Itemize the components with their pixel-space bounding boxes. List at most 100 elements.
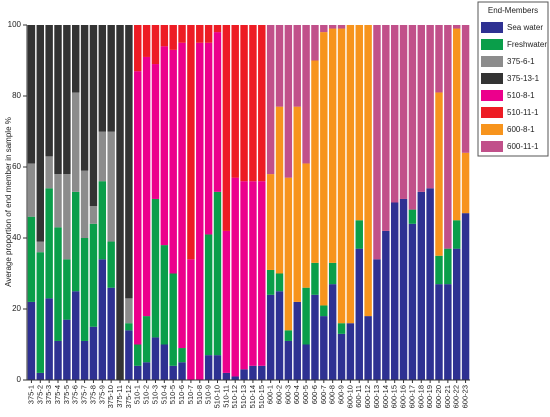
bar-segment <box>125 323 133 331</box>
bar-segment <box>222 372 231 380</box>
bar-segment <box>275 291 284 380</box>
bar-segment <box>284 330 293 341</box>
bar-segment <box>355 220 363 249</box>
bar-segment <box>346 323 355 380</box>
x-tick-label: 510-15 <box>257 385 266 408</box>
bar-segment <box>151 198 160 338</box>
bar-segment <box>196 42 204 380</box>
x-tick-label: 375-3 <box>44 385 53 404</box>
bar-segment <box>373 25 381 260</box>
x-tick-label: 600-13 <box>372 385 381 408</box>
bar-segment <box>390 25 399 203</box>
bar-segment <box>435 255 443 285</box>
bar-segment <box>311 25 319 61</box>
x-tick-label: 600-17 <box>407 385 416 408</box>
bar-segment <box>266 174 275 270</box>
legend-title: End-Members <box>488 6 538 15</box>
bar-segment <box>107 25 115 132</box>
bar-segment <box>213 355 222 380</box>
bar-segment <box>36 252 45 373</box>
x-tick-label: 510-2 <box>142 385 151 404</box>
bar-segment <box>204 355 213 380</box>
bar-segment <box>328 28 337 263</box>
legend-label: Sea water <box>507 23 543 32</box>
bar-segment <box>107 241 115 288</box>
bar-segment <box>89 326 98 380</box>
bar-segment <box>72 291 80 380</box>
bar-segment <box>311 60 319 263</box>
bar-segment <box>125 25 133 299</box>
bar-segment <box>337 333 346 380</box>
bar-segment <box>302 287 310 345</box>
bar-segment <box>426 25 434 189</box>
bar-segment <box>328 284 337 380</box>
bar-segment <box>142 316 151 363</box>
y-tick-label: 40 <box>12 233 21 242</box>
bar-segment <box>266 269 275 295</box>
bar-segment <box>275 25 284 107</box>
x-tick-label: 510-8 <box>195 385 204 404</box>
bar-segment <box>187 259 195 380</box>
bar-segment <box>27 216 36 302</box>
bar-segment <box>45 156 53 189</box>
x-tick-label: 510-7 <box>186 385 195 404</box>
x-tick-label: 510-1 <box>133 385 142 404</box>
bar-segment <box>293 106 301 302</box>
bar-segment <box>435 92 443 256</box>
bar-segment <box>355 248 363 380</box>
bar-segment <box>311 262 319 295</box>
x-tick-label: 600-19 <box>425 385 434 408</box>
bar-segment <box>125 298 133 324</box>
bar-segment <box>328 262 337 285</box>
bar-segment <box>240 25 248 182</box>
bar-segment <box>382 25 390 231</box>
bar-segment <box>240 181 248 370</box>
bar-segment <box>435 25 443 93</box>
bar-segment <box>160 344 169 380</box>
x-tick-label: 600-1 <box>266 385 275 404</box>
bar-segment <box>27 163 36 217</box>
bar-segment <box>160 25 169 47</box>
x-tick-label: 600-12 <box>363 385 372 408</box>
bar-segment <box>98 25 107 132</box>
bar-segment <box>178 25 186 43</box>
bar-segment <box>178 362 186 380</box>
x-tick-label: 375-12 <box>124 385 133 408</box>
bar-segment <box>284 177 293 331</box>
bar-segment <box>142 362 151 380</box>
bar-segment <box>72 92 80 192</box>
bar-segment <box>187 25 195 260</box>
bar-segment <box>54 174 62 228</box>
bar-segment <box>249 181 257 366</box>
bar-segment <box>89 223 98 327</box>
bar-segment <box>293 301 301 380</box>
x-tick-label: 375-4 <box>53 385 62 404</box>
x-tick-label: 600-23 <box>461 385 470 408</box>
x-tick-label: 510-12 <box>230 385 239 408</box>
bar-segment <box>399 198 408 380</box>
legend-label: 600-8-1 <box>507 125 535 134</box>
bar-segment <box>417 25 425 192</box>
bar-segment <box>452 25 461 29</box>
bar-segment <box>373 259 381 380</box>
x-tick-label: 600-22 <box>452 385 461 408</box>
bar-segment <box>364 25 372 317</box>
bar-segment <box>426 188 434 380</box>
x-tick-label: 600-14 <box>381 385 390 408</box>
bar-segment <box>382 230 390 380</box>
bar-segment <box>142 25 151 57</box>
bar-segment <box>452 28 461 221</box>
bar-segment <box>320 305 328 317</box>
x-tick-label: 600-4 <box>292 385 301 404</box>
legend-swatch <box>481 124 503 135</box>
bar-segment <box>390 202 399 380</box>
bar-segment <box>284 25 293 178</box>
x-tick-label: 600-15 <box>390 385 399 408</box>
bar-segment <box>80 238 89 341</box>
bar-segment <box>444 25 452 249</box>
bar-segment <box>169 273 177 366</box>
bar-segment <box>36 25 45 242</box>
legend-label: 600-11-1 <box>507 142 539 151</box>
bar-segment <box>213 191 222 356</box>
bar-segment <box>63 319 71 380</box>
